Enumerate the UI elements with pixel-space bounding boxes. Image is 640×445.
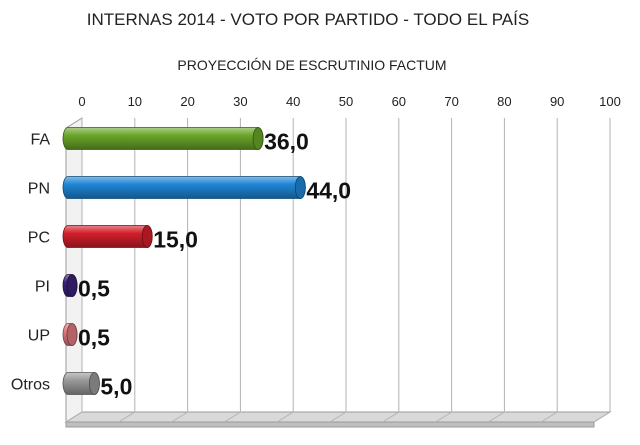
chart-subtitle: PROYECCIÓN DE ESCRUTINIO FACTUM xyxy=(177,57,446,73)
category-label-otros: Otros xyxy=(11,377,50,394)
x-tick-labels: 0 10 20 30 40 50 60 70 80 90 100 xyxy=(78,94,620,109)
data-label-up: 0,5 xyxy=(78,325,110,351)
plot-frame xyxy=(64,117,612,428)
category-label-pn: PN xyxy=(28,181,50,198)
bar-fa xyxy=(62,127,264,150)
bars xyxy=(62,127,306,395)
x-tick-label-90: 90 xyxy=(550,94,564,109)
category-labels: FA PN PC PI UP Otros xyxy=(11,132,50,394)
x-tick-label-20: 20 xyxy=(180,94,194,109)
x-tick-label-70: 70 xyxy=(444,94,458,109)
gridlines xyxy=(65,118,611,423)
data-label-pn: 44,0 xyxy=(306,178,351,204)
gridline-50 xyxy=(329,118,347,423)
x-tick-label-100: 100 xyxy=(599,94,621,109)
data-labels: 36,0 44,0 15,0 0,5 0,5 5,0 xyxy=(78,129,351,400)
gridline-0 xyxy=(65,118,83,423)
gridline-40 xyxy=(276,118,294,423)
category-label-pi: PI xyxy=(35,279,50,296)
category-label-up: UP xyxy=(28,328,50,345)
x-tick-label-0: 0 xyxy=(78,94,85,109)
bar-pn xyxy=(62,176,306,199)
x-tick-label-60: 60 xyxy=(392,94,406,109)
category-label-pc: PC xyxy=(28,230,50,247)
data-label-fa: 36,0 xyxy=(264,129,309,155)
x-tick-label-50: 50 xyxy=(339,94,353,109)
bar-up xyxy=(62,323,78,346)
category-label-fa: FA xyxy=(30,132,50,149)
chart-title: INTERNAS 2014 - VOTO POR PARTIDO - TODO … xyxy=(87,10,529,29)
gridline-70 xyxy=(435,118,453,423)
gridline-90 xyxy=(540,118,558,423)
x-tick-label-40: 40 xyxy=(286,94,300,109)
data-label-otros: 5,0 xyxy=(100,374,132,400)
bar-otros xyxy=(62,372,100,395)
x-tick-label-10: 10 xyxy=(128,94,142,109)
gridline-100 xyxy=(593,118,611,423)
bar-pc xyxy=(62,225,153,248)
gridline-80 xyxy=(488,118,505,423)
gridline-10 xyxy=(118,118,136,423)
gridline-30 xyxy=(224,118,241,423)
floor-edge xyxy=(65,421,595,428)
x-tick-label-80: 80 xyxy=(497,94,511,109)
gridline-20 xyxy=(171,118,189,423)
data-label-pi: 0,5 xyxy=(78,276,110,302)
x-tick-label-30: 30 xyxy=(233,94,247,109)
data-label-pc: 15,0 xyxy=(153,227,198,253)
gridline-60 xyxy=(382,118,400,423)
bar-pi xyxy=(62,274,78,297)
